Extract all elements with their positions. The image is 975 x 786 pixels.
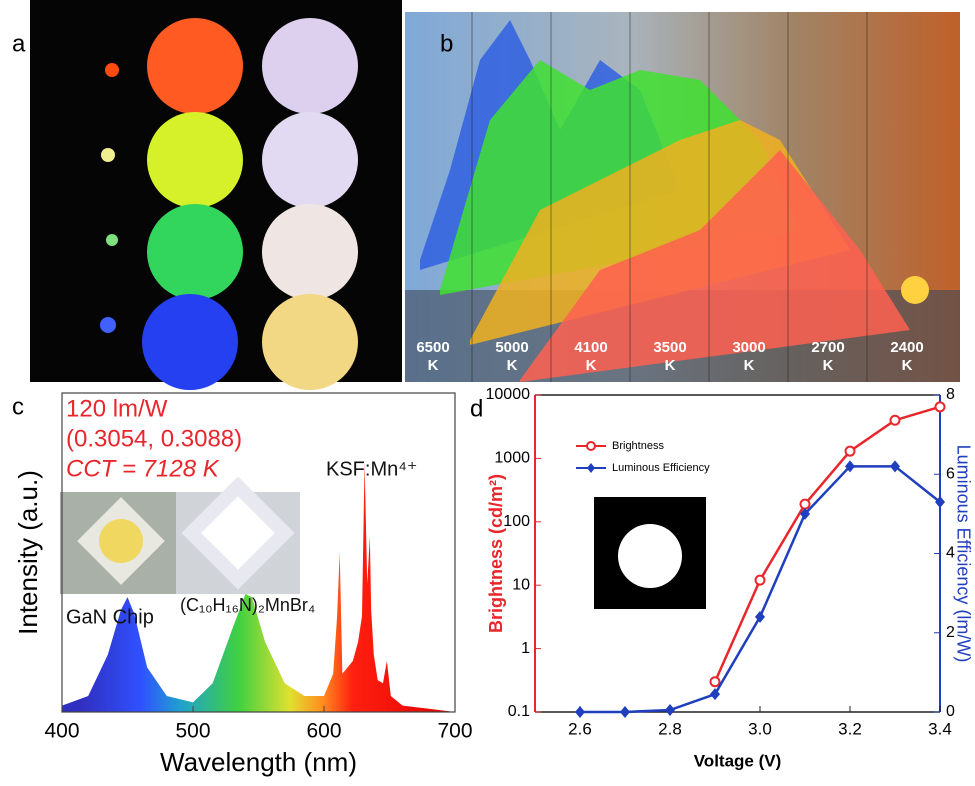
legend-label: Luminous Efficiency (612, 462, 710, 474)
series-line (713, 405, 941, 683)
temperature-unit: K (744, 357, 755, 374)
x-tick-label: 700 (437, 720, 472, 743)
x-tick-label: 3.2 (838, 719, 862, 738)
y2-tick-label: 0 (946, 703, 955, 720)
marker (709, 676, 721, 688)
temperature: 2400 (890, 339, 923, 356)
annotation: KSF:Mn⁴⁺ (326, 458, 417, 480)
panel-label: b (440, 30, 453, 57)
y-tick-label: 0.1 (508, 703, 530, 720)
temperature-unit: K (507, 357, 518, 374)
y-tick-label: 10 (512, 576, 530, 593)
marker (755, 610, 765, 623)
y2-tick-label: 4 (946, 545, 955, 562)
marker (845, 460, 855, 473)
marker (844, 445, 856, 457)
inset-photo (594, 497, 706, 609)
y-axis-label: Intensity (a.u.) (13, 470, 43, 635)
x-tick-label: 3.0 (748, 719, 772, 738)
temperature: 6500 (416, 339, 449, 356)
marker (620, 706, 630, 718)
marker (934, 401, 946, 413)
marker (799, 498, 811, 510)
temperature: 3500 (653, 339, 686, 356)
temperature-unit: K (586, 357, 597, 374)
y-tick-label: 1 (521, 640, 530, 657)
marker (935, 495, 945, 508)
annotation: CCT = 7128 K (66, 455, 220, 482)
x-tick-label: 600 (306, 720, 341, 743)
temperature-unit: K (665, 357, 676, 374)
temperature: 3000 (732, 339, 765, 356)
marker (665, 704, 675, 717)
x-axis-label: Wavelength (nm) (160, 747, 357, 777)
temperature-unit: K (902, 357, 913, 374)
y-axis-label: Brightness (cd/m²) (486, 474, 506, 633)
panel-label: a (12, 30, 26, 57)
x-tick-label: 2.6 (568, 719, 592, 738)
temperature: 5000 (495, 339, 528, 356)
inset-photos (60, 476, 300, 594)
annotation: GaN Chip (66, 606, 154, 628)
y-tick-label: 100 (503, 513, 530, 530)
temperature-unit: K (823, 357, 834, 374)
x-tick-label: 3.4 (928, 719, 952, 738)
panel-label: d (470, 395, 483, 422)
plot-frame (61, 392, 456, 713)
y2-tick-label: 6 (946, 465, 955, 482)
photo-b (405, 12, 960, 382)
marker (754, 574, 766, 586)
y2-axis-label: Luminous Efficiency (lm/W) (953, 445, 973, 663)
x-axis-label: Voltage (V) (694, 751, 782, 770)
x-tick-label: 500 (175, 720, 210, 743)
y-tick-label: 1000 (494, 450, 530, 467)
legend-label: Brightness (612, 440, 664, 452)
marker (889, 414, 901, 426)
legend-marker (586, 441, 596, 451)
marker (890, 460, 900, 473)
y2-tick-label: 8 (946, 386, 955, 403)
annotation: (0.3054, 0.3088) (66, 425, 242, 452)
legend-marker (587, 463, 595, 473)
spectrum (62, 463, 455, 712)
photo-a (30, 0, 402, 390)
marker (800, 507, 810, 520)
annotation: (C₁₀H₁₆N)₂MnBr₄ (180, 595, 315, 615)
marker (575, 706, 585, 718)
marker (710, 688, 720, 701)
y-tick-label: 10000 (486, 386, 531, 403)
temperature: 4100 (574, 339, 607, 356)
temperature-unit: K (428, 357, 439, 374)
x-tick-label: 400 (44, 720, 79, 743)
x-tick-label: 2.8 (658, 719, 682, 738)
annotation: 120 lm/W (66, 395, 168, 422)
y2-tick-label: 2 (946, 624, 955, 641)
panel-label: c (12, 393, 24, 420)
temperature: 2700 (811, 339, 844, 356)
